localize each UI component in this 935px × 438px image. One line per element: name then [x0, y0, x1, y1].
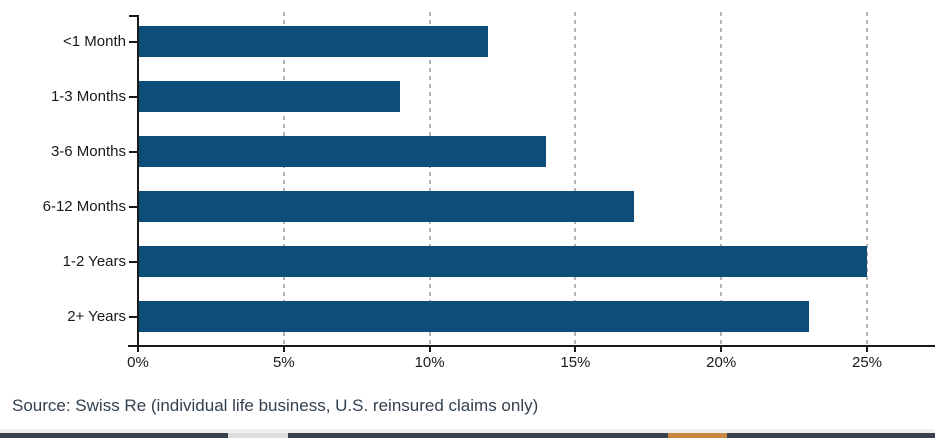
bar-2 — [139, 81, 401, 112]
bottom-strip-light-segment — [228, 433, 288, 438]
source-caption: Source: Swiss Re (individual life busine… — [12, 396, 539, 415]
bar-3 — [139, 136, 547, 167]
bar-4 — [139, 191, 634, 222]
x-tick-label-0pct: 0% — [127, 354, 149, 371]
x-tick-5pct — [282, 345, 285, 352]
x-axis-line — [128, 345, 935, 347]
category-label-2: 1-3 Months — [50, 88, 126, 105]
x-tick-label-20pct: 20% — [706, 354, 737, 371]
category-tick-3 — [129, 151, 137, 153]
x-tick-15pct — [574, 345, 577, 352]
category-tick-4 — [129, 206, 137, 208]
category-label-6: 2+ Years — [67, 308, 126, 325]
category-tick-6 — [129, 316, 137, 318]
gridline-25pct — [866, 12, 868, 345]
gridline-5pct — [282, 12, 285, 345]
bottom-strip-orange-segment — [668, 433, 727, 438]
x-tick-10pct — [428, 345, 431, 352]
gridline-15pct — [574, 12, 577, 345]
x-tick-25pct — [866, 345, 868, 352]
x-tick-label-15pct: 15% — [560, 354, 591, 371]
category-tick-2 — [129, 96, 137, 98]
y-axis-top-cap — [129, 15, 137, 17]
category-tick-5 — [129, 261, 137, 263]
y-axis-spine — [137, 15, 139, 352]
gridline-10pct — [428, 12, 431, 345]
bar-1 — [139, 26, 488, 57]
category-tick-1 — [129, 41, 137, 43]
bar-5 — [139, 246, 867, 277]
bottom-edge-strip — [0, 433, 935, 438]
category-label-4: 6-12 Months — [42, 198, 126, 215]
category-label-1: <1 Month — [63, 33, 126, 50]
bottom-light-band — [0, 429, 935, 433]
x-tick-label-10pct: 10% — [414, 354, 445, 371]
x-tick-label-5pct: 5% — [272, 354, 295, 371]
x-tick-label-25pct: 25% — [851, 354, 883, 371]
bar-6 — [139, 301, 809, 332]
x-tick-20pct — [720, 345, 723, 352]
category-label-3: 3-6 Months — [50, 143, 126, 160]
gridline-20pct — [720, 12, 723, 345]
category-label-5: 1-2 Years — [62, 253, 126, 270]
